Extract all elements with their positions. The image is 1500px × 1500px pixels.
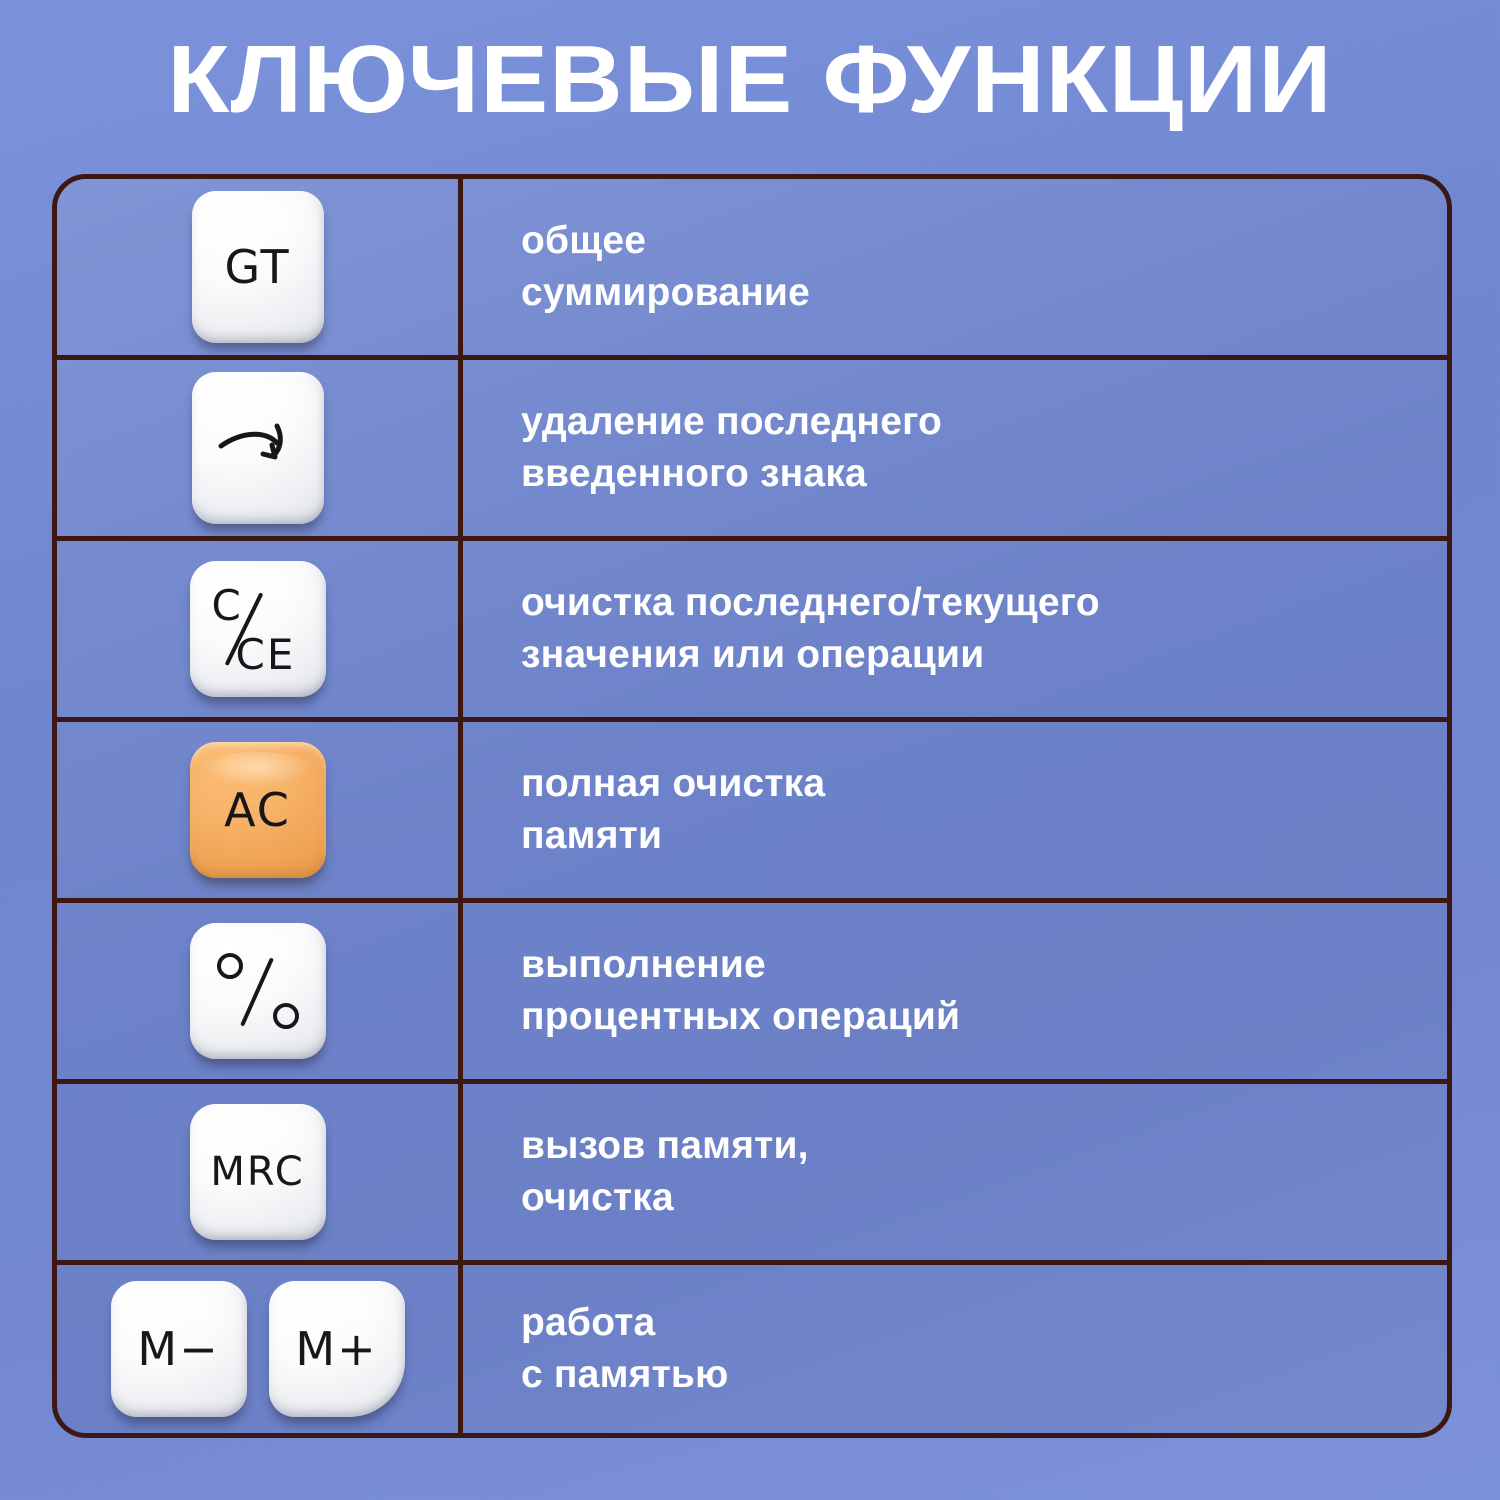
all-clear-key-label: AC <box>224 783 291 837</box>
description-text: общее суммирование <box>521 219 810 314</box>
key-cell <box>57 903 463 1079</box>
description-text: вызов памяти, очистка <box>521 1124 809 1219</box>
description-cell: вызов памяти, очистка <box>463 1084 1447 1260</box>
description-text: выполнение процентных операций <box>521 943 961 1038</box>
table-row: MRC вызов памяти, очистка <box>57 1084 1447 1265</box>
description-cell: выполнение процентных операций <box>463 903 1447 1079</box>
table-row: AC полная очистка памяти <box>57 722 1447 903</box>
key-cell: GT <box>57 179 463 355</box>
gt-key[interactable]: GT <box>191 191 324 343</box>
table-row: удаление последнего введенного знака <box>57 360 1447 541</box>
description-cell: работа с памятью <box>463 1265 1447 1433</box>
memory-minus-key[interactable]: M− <box>110 1281 247 1417</box>
memory-minus-key-label: M− <box>137 1322 220 1376</box>
memory-recall-clear-key-label: MRC <box>210 1149 305 1195</box>
description-cell: полная очистка памяти <box>463 722 1447 898</box>
table-row: GT общее суммирование <box>57 179 1447 360</box>
description-text: удаление последнего введенного знака <box>521 400 943 495</box>
clear-entry-glyph: C CE <box>206 581 310 679</box>
memory-recall-clear-key[interactable]: MRC <box>189 1104 326 1240</box>
percent-ring-bottom <box>272 1003 299 1029</box>
memory-plus-key[interactable]: M+ <box>268 1281 405 1417</box>
curved-arrow-right-icon <box>218 423 283 460</box>
percent-icon <box>215 953 301 1029</box>
percent-key[interactable] <box>189 923 326 1059</box>
key-cell: M− M+ <box>57 1265 463 1433</box>
all-clear-key[interactable]: AC <box>189 742 326 878</box>
description-cell: общее суммирование <box>463 179 1447 355</box>
key-cell: MRC <box>57 1084 463 1260</box>
page-title: КЛЮЧЕВЫЕ ФУНКЦИИ <box>167 26 1333 133</box>
key-cell <box>57 360 463 536</box>
percent-slash <box>239 957 274 1027</box>
clear-entry-key[interactable]: C CE <box>189 561 326 697</box>
description-text: полная очистка памяти <box>521 762 826 857</box>
feature-table: GT общее суммирование удаление последнег… <box>52 174 1452 1438</box>
table-row: выполнение процентных операций <box>57 903 1447 1084</box>
clear-entry-denominator: CE <box>235 630 296 679</box>
gt-key-label: GT <box>224 240 291 294</box>
description-text: работа с памятью <box>521 1301 729 1396</box>
table-row: C CE очистка последнего/текущего значени… <box>57 541 1447 722</box>
description-cell: очистка последнего/текущего значения или… <box>463 541 1447 717</box>
key-cell: AC <box>57 722 463 898</box>
memory-plus-key-label: M+ <box>295 1322 378 1376</box>
description-text: очистка последнего/текущего значения или… <box>521 581 1100 676</box>
key-cell: C CE <box>57 541 463 717</box>
clear-entry-numerator: C <box>211 581 243 630</box>
description-cell: удаление последнего введенного знака <box>463 360 1447 536</box>
table-row: M− M+ работа с памятью <box>57 1265 1447 1433</box>
curved-arrow-right-key[interactable] <box>191 372 324 524</box>
percent-ring-top <box>216 953 243 979</box>
